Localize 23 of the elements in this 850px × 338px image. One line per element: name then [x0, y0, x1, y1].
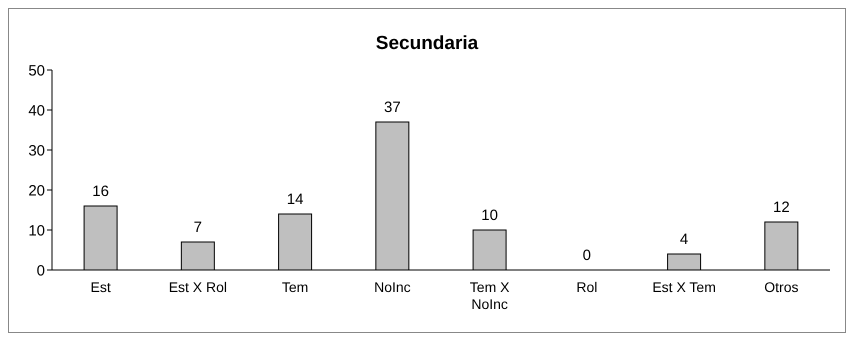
- y-tick-label: 20: [28, 182, 45, 200]
- data-label: 7: [194, 219, 202, 236]
- y-tick-label: 50: [28, 62, 45, 80]
- x-tick-label: Rol: [576, 279, 598, 295]
- x-tick-label: NoInc: [374, 279, 411, 295]
- x-tick-label: Est X Tem: [652, 279, 716, 295]
- x-tick-label: Otros: [764, 279, 798, 295]
- data-label: 10: [481, 207, 498, 224]
- chart-title: Secundaria: [374, 32, 480, 56]
- y-tick-label: 30: [28, 142, 45, 160]
- data-label: 14: [286, 191, 304, 208]
- data-label: 0: [582, 247, 592, 264]
- data-label: 37: [384, 99, 401, 116]
- y-tick-label: 40: [28, 102, 45, 120]
- x-tick-label: Est X Rol: [168, 279, 228, 295]
- y-tick-label: 10: [28, 222, 45, 240]
- x-tick-label: Est: [90, 279, 111, 295]
- x-tick-label: Tem: [282, 279, 308, 295]
- x-tick-label: Tem X NoInc: [470, 279, 510, 312]
- y-tick-label: 0: [36, 262, 45, 280]
- data-label: 4: [680, 231, 688, 248]
- data-label: 12: [773, 199, 790, 216]
- data-label: 16: [92, 183, 109, 200]
